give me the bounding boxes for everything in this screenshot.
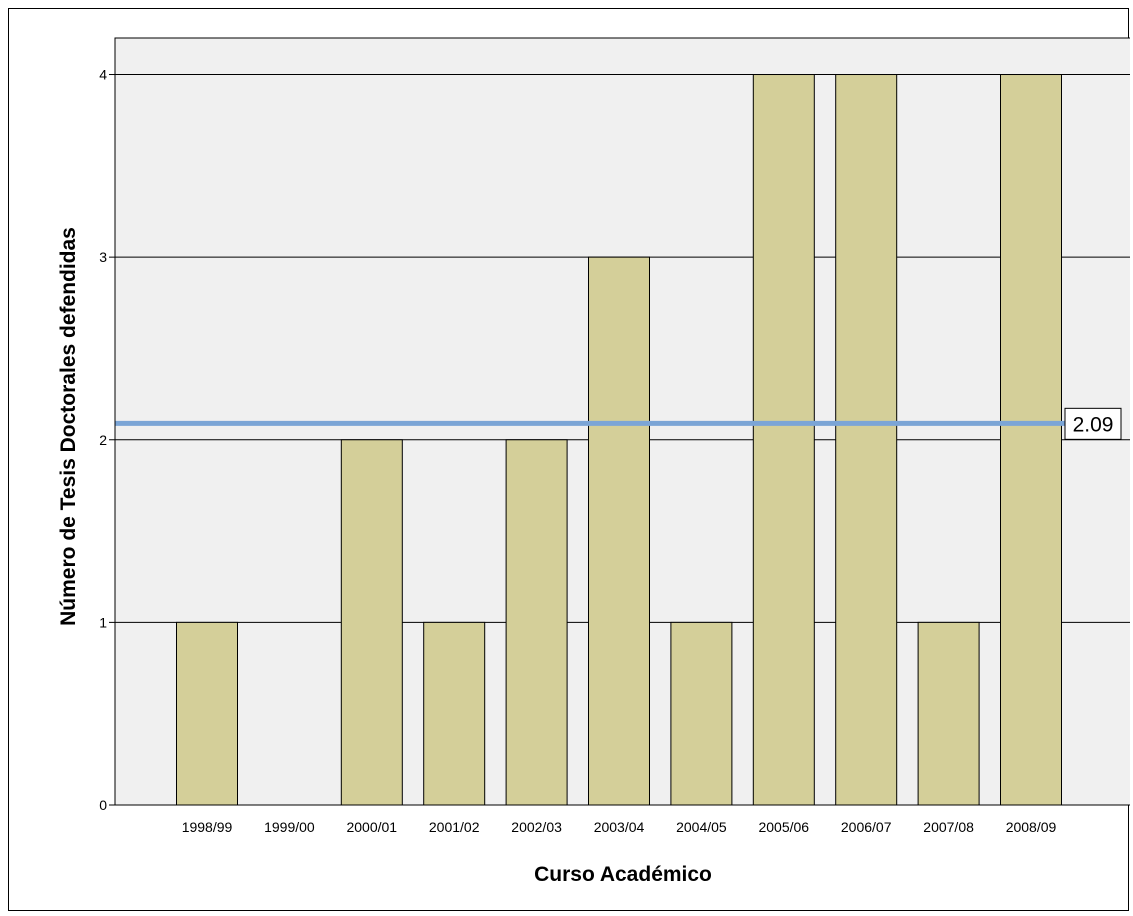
- x-tick-label-2001/02: 2001/02: [429, 819, 480, 835]
- y-tick-label-4: 4: [99, 67, 107, 83]
- y-tick-label-2: 2: [99, 432, 107, 448]
- x-tick-label-2006/07: 2006/07: [841, 819, 892, 835]
- bar-2001/02: [423, 621, 486, 806]
- y-tick-label-0: 0: [99, 797, 107, 813]
- bar-2005/06: [752, 74, 815, 806]
- bar-2000/01: [340, 439, 403, 806]
- y-tick-label-1: 1: [99, 614, 107, 630]
- y-axis-title: Número de Tesis Doctorales defendidas: [57, 227, 80, 626]
- bar-2008/09: [1000, 74, 1062, 806]
- x-tick-label-2007/08: 2007/08: [923, 819, 974, 835]
- x-tick-label-2004/05: 2004/05: [676, 819, 727, 835]
- x-axis-title: Curso Académico: [534, 863, 712, 886]
- bar-1998/99: [176, 621, 238, 806]
- bar-chart: 2.09 0 1 2 3 4 1998/99 1999/00 2000/01 2001/02 20…: [57, 37, 1130, 886]
- x-tick-label-2000/01: 2000/01: [346, 819, 397, 835]
- bar-2007/08: [917, 621, 980, 806]
- mean-label-box: [1064, 407, 1122, 440]
- x-tick-label-1999/00: 1999/00: [264, 819, 315, 835]
- chart-frame: 2.09 0 1 2 3 4 1998/99 1999/00 2000/01 2001/02 20…: [8, 8, 1130, 911]
- y-tick-label-3: 3: [99, 249, 107, 265]
- bar-2004/05: [670, 621, 733, 806]
- bar-2002/03: [505, 439, 568, 806]
- x-tick-label-2002/03: 2002/03: [511, 819, 562, 835]
- x-tick-label-1998/99: 1998/99: [182, 819, 233, 835]
- x-tick-label-2008/09: 2008/09: [1006, 819, 1057, 835]
- x-tick-label-2003/04: 2003/04: [594, 819, 645, 835]
- bar-2003/04: [588, 256, 650, 806]
- bar-2006/07: [835, 74, 898, 806]
- mean-label: 2.09: [1073, 413, 1114, 436]
- x-tick-label-2005/06: 2005/06: [758, 819, 809, 835]
